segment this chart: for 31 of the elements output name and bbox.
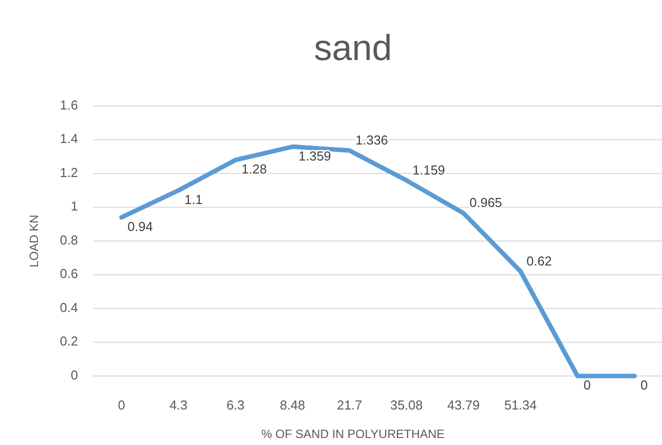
x-tick-label: 35.08 [390,397,423,412]
data-label: 1.159 [412,162,446,178]
data-label: 0 [584,378,591,393]
data-label: 0.94 [128,218,153,234]
y-tick-label: 0 [70,367,78,382]
chart-title: sand [314,27,392,68]
x-tick-label: 21.7 [336,397,362,412]
x-tick-label: 4.3 [169,397,188,412]
x-tick-label: 8.48 [280,397,306,412]
data-label: 1.359 [298,148,332,164]
y-axis-title: LOAD KN [27,214,41,268]
y-tick-label: 0.2 [60,334,78,349]
y-tick-label: 1.4 [60,131,78,146]
y-tick-label: 1 [70,198,78,214]
line-series [119,144,637,378]
data-label: 0.62 [526,253,552,268]
x-tick-label: 51.34 [504,397,537,412]
data-label: 1.28 [242,162,267,177]
data-label: 0 [640,378,648,393]
y-tick-label: 0.4 [60,300,78,315]
data-label: 0.965 [470,195,502,210]
y-tick-label: 1.2 [60,164,78,180]
data-label: 1.1 [184,192,203,207]
x-tick-label: 43.79 [447,397,480,412]
y-tick-label: 0.6 [60,266,78,282]
x-tick-label: 6.3 [226,397,245,412]
data-label: 1.336 [356,132,388,148]
y-tick-label: 1.6 [60,97,78,112]
x-axis-title: % OF SAND IN POLYURETHANE [261,427,445,441]
y-tick-label: 0.8 [60,232,78,248]
x-tick-label: 0 [118,397,126,412]
